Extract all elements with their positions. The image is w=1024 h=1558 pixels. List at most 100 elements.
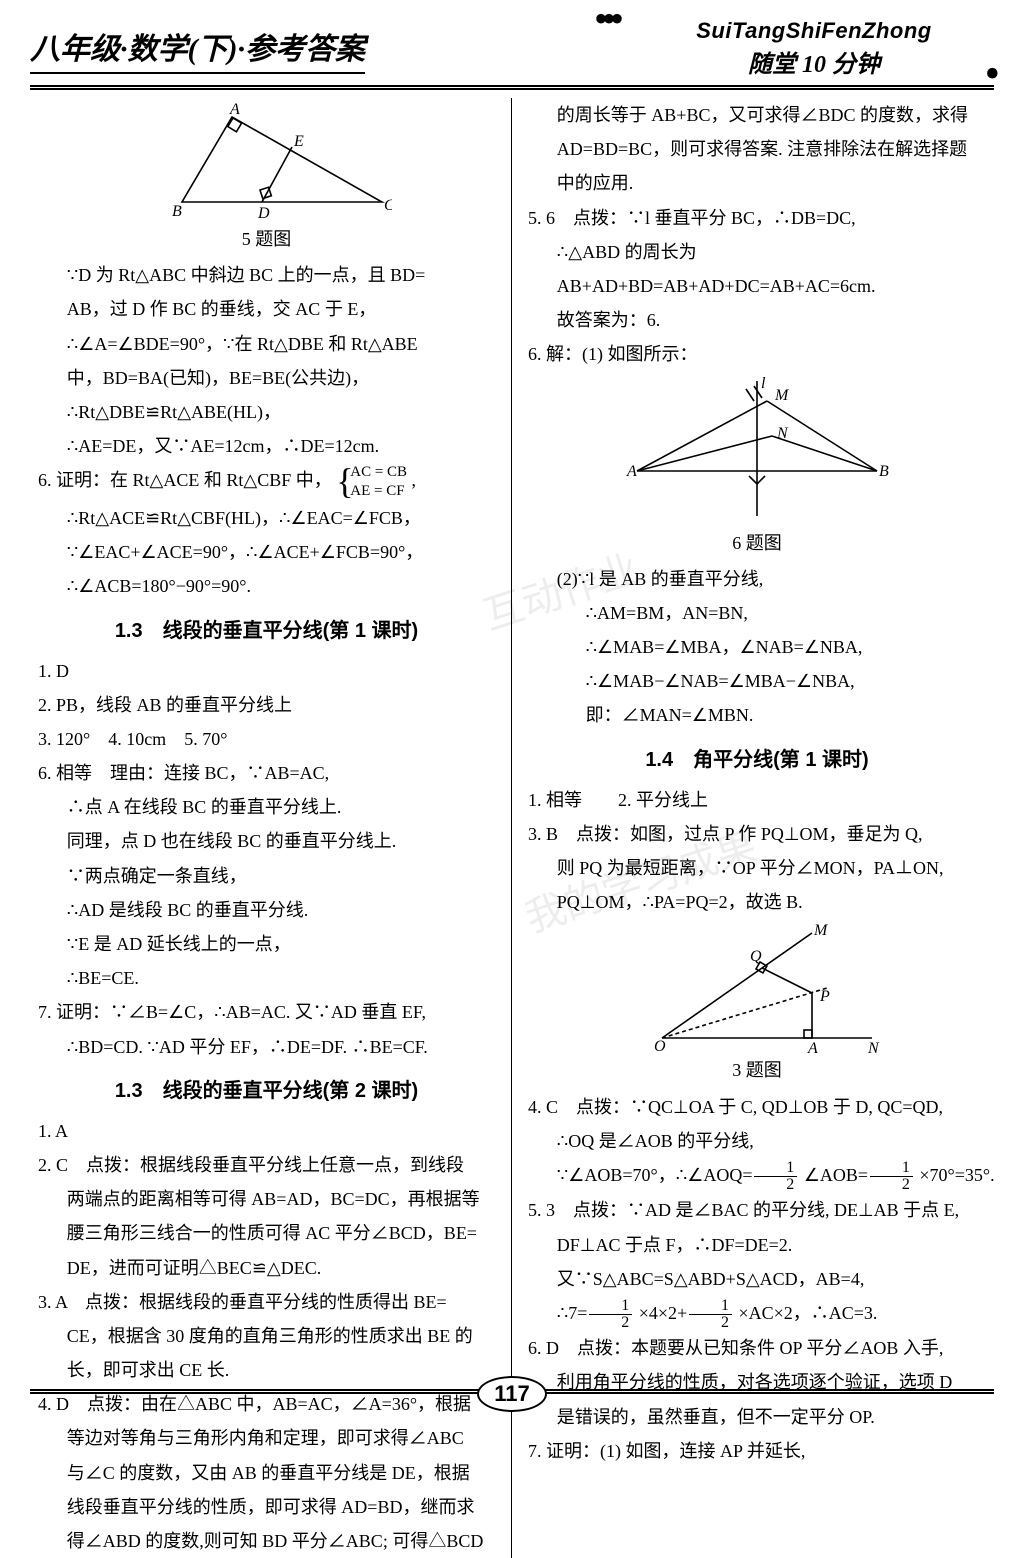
text-line: 中的应用. (528, 166, 986, 200)
answer-line: 3. 120° 4. 10cm 5. 70° (38, 722, 495, 756)
text-line: ∴BE=CE. (38, 961, 495, 995)
svg-text:A: A (626, 463, 637, 480)
text-line: 6. 解：(1) 如图所示： (528, 337, 986, 371)
text-line: 3. B 点拨：如图，过点 P 作 PQ⊥OM，垂足为 Q, (528, 817, 986, 851)
text-line: (2)∵l 是 AB 的垂直平分线, (528, 562, 986, 596)
figure-6: A B M N l 6 题图 (528, 376, 986, 560)
text-line: 6. 证明：在 Rt△ACE 和 Rt△CBF 中， AC = CBAE = C… (38, 463, 495, 501)
answer-line: 1. A (38, 1114, 495, 1148)
header-pinyin: SuiTangShiFenZhong (634, 18, 994, 44)
svg-text:A: A (229, 102, 240, 118)
svg-text:P: P (819, 988, 830, 1005)
figure-5-caption: 5 题图 (38, 222, 495, 256)
svg-text:M: M (774, 387, 790, 404)
text-line: ∵∠EAC+∠ACE=90°，∴∠ACE+∠FCB=90°， (38, 535, 495, 569)
page-number: 117 (477, 1376, 547, 1412)
header-title: 八年级·数学(下)·参考答案 (30, 24, 365, 74)
text-line: ∴AM=BM，AN=BN, (528, 596, 986, 630)
svg-text:E: E (293, 133, 304, 150)
text-line: ∴∠MAB=∠MBA，∠NAB=∠NBA, (528, 630, 986, 664)
header-subtitle: 随堂 10 分钟 (634, 44, 994, 79)
text-line: 4. C 点拨：∵QC⊥OA 于 C, QD⊥OB 于 D, QC=QD, (528, 1090, 986, 1124)
right-column: 的周长等于 AB+BC，又可求得∠BDC 的度数，求得 AD=BD=BC，则可求… (512, 98, 994, 1558)
text-line: 7. 证明：(1) 如图，连接 AP 并延长, (528, 1434, 986, 1468)
triangle-5-svg: A E B D C (142, 102, 392, 222)
header-logo-block: ••• SuiTangShiFenZhong 随堂 10 分钟 • (634, 18, 994, 79)
svg-text:N: N (867, 1040, 880, 1053)
text-line: AB+AD+BD=AB+AD+DC=AB+AC=6cm. (528, 269, 986, 303)
text-line: 故答案为：6. (528, 303, 986, 337)
text-line: ∴∠MAB−∠NAB=∠MBA−∠NBA, (528, 664, 986, 698)
text-line: 的周长等于 AB+BC，又可求得∠BDC 的度数，求得 (528, 98, 986, 132)
text-line: 3. A 点拨：根据线段的垂直平分线的性质得出 BE= (38, 1285, 495, 1319)
text-line: 中，BD=BA(已知)，BE=BE(公共边)， (38, 361, 495, 395)
text-line: ∴7=12 ×4×2+12 ×AC×2，∴AC=3. (528, 1296, 986, 1331)
decorative-dots: ••• (594, 10, 618, 28)
text-line: DF⊥AC 于点 F，∴DF=DE=2. (528, 1228, 986, 1262)
header-rule (30, 85, 994, 90)
text-line: 5. 6 点拨：∵l 垂直平分 BC，∴DB=DC, (528, 201, 986, 235)
text-line: DE，进而可证明△BEC≌△DEC. (38, 1251, 495, 1285)
figure-3: O A N M P Q 3 题图 (528, 923, 986, 1087)
decorative-dot: • (985, 65, 1000, 83)
text-line: 得∠ABD 的度数,则可知 BD 平分∠ABC; 可得△BCD (38, 1524, 495, 1558)
svg-text:M: M (813, 923, 829, 939)
text-line: ∵D 为 Rt△ABC 中斜边 BC 上的一点，且 BD= (38, 258, 495, 292)
text-line: 两端点的距离相等可得 AB=AD，BC=DC，再根据等 (38, 1182, 495, 1216)
figure-6-caption: 6 题图 (528, 526, 986, 560)
text-line: 腰三角形三线合一的性质可得 AC 平分∠BCD，BE= (38, 1216, 495, 1250)
text-line: 等边对等角与三角形内角和定理，即可求得∠ABC (38, 1421, 495, 1455)
answer-line: 1. 相等 2. 平分线上 (528, 783, 986, 817)
section-title: 1.3 线段的垂直平分线(第 2 课时) (38, 1072, 495, 1110)
triangle-6-svg: A B M N l (617, 376, 897, 526)
answer-line: 6. 相等 理由：连接 BC，∵AB=AC, (38, 756, 495, 790)
text-line: 又∵S△ABC=S△ABD+S△ACD，AB=4, (528, 1262, 986, 1296)
text-line: ∴△ABD 的周长为 (528, 235, 986, 269)
text-line: ∴BD=CD. ∵AD 平分 EF，∴DE=DF. ∴BE=CF. (38, 1030, 495, 1064)
text-line: 则 PQ 为最短距离，∵OP 平分∠MON，PA⊥ON, (528, 851, 986, 885)
figure-5: A E B D C 5 题图 (38, 102, 495, 256)
text-line: 同理，点 D 也在线段 BC 的垂直平分线上. (38, 824, 495, 858)
svg-text:A: A (807, 1040, 818, 1053)
text-line: AB，过 D 作 BC 的垂线，交 AC 于 E， (38, 292, 495, 326)
text-line: ∴AE=DE，又∵AE=12cm，∴DE=12cm. (38, 429, 495, 463)
text-line: 6. D 点拨：本题要从已知条件 OP 平分∠AOB 入手, (528, 1331, 986, 1365)
text-line: PQ⊥OM，∴PA=PQ=2，故选 B. (528, 885, 986, 919)
svg-text:C: C (384, 197, 392, 214)
text-line: 与∠C 的度数，又由 AB 的垂直平分线是 DE，根据 (38, 1456, 495, 1490)
text-line: ∴OQ 是∠AOB 的平分线, (528, 1124, 986, 1158)
svg-text:O: O (654, 1038, 666, 1053)
page-number-wrap: 117 (0, 1376, 1024, 1412)
text-line: ∴∠ACB=180°−90°=90°. (38, 569, 495, 603)
svg-text:Q: Q (750, 948, 762, 965)
text-line: ∵两点确定一条直线， (38, 859, 495, 893)
answer-line: 2. PB，线段 AB 的垂直平分线上 (38, 688, 495, 722)
svg-text:D: D (257, 205, 270, 222)
text-line: 5. 3 点拨：∵AD 是∠BAC 的平分线, DE⊥AB 于点 E, (528, 1193, 986, 1227)
text-line: ∵E 是 AD 延长线上的一点， (38, 927, 495, 961)
figure-3-caption: 3 题图 (528, 1053, 986, 1087)
text-line: ∴Rt△ACE≌Rt△CBF(HL)，∴∠EAC=∠FCB， (38, 501, 495, 535)
svg-text:N: N (776, 425, 789, 442)
text-line: ∴Rt△DBE≌Rt△ABE(HL)， (38, 395, 495, 429)
text-line: ∴点 A 在线段 BC 的垂直平分线上. (38, 790, 495, 824)
text-line: CE，根据含 30 度角的直角三角形的性质求出 BE 的 (38, 1319, 495, 1353)
svg-text:B: B (879, 463, 889, 480)
svg-text:B: B (172, 203, 182, 220)
content-columns: A E B D C 5 题图 ∵D 为 Rt△ABC 中斜边 BC 上的一点，且… (30, 98, 994, 1558)
text-line: ∵∠AOB=70°，∴∠AOQ=12 ∠AOB=12 ×70°=35°. (528, 1158, 986, 1193)
text-line: 线段垂直平分线的性质，即可求得 AD=BD，继而求 (38, 1490, 495, 1524)
svg-text:l: l (761, 376, 766, 392)
page-header: 八年级·数学(下)·参考答案 ••• SuiTangShiFenZhong 随堂… (30, 18, 994, 79)
answer-line: 1. D (38, 654, 495, 688)
text-line: 2. C 点拨：根据线段垂直平分线上任意一点，到线段 (38, 1148, 495, 1182)
text-line: 即：∠MAN=∠MBN. (528, 698, 986, 732)
section-title: 1.4 角平分线(第 1 课时) (528, 741, 986, 779)
text-line: AD=BD=BC，则可求得答案. 注意排除法在解选择题 (528, 132, 986, 166)
text-line: 7. 证明：∵∠B=∠C，∴AB=AC. 又∵AD 垂直 EF, (38, 995, 495, 1029)
text-line: ∴∠A=∠BDE=90°，∵在 Rt△DBE 和 Rt△ABE (38, 327, 495, 361)
section-title: 1.3 线段的垂直平分线(第 1 课时) (38, 612, 495, 650)
left-column: A E B D C 5 题图 ∵D 为 Rt△ABC 中斜边 BC 上的一点，且… (30, 98, 512, 1558)
text-line: ∴AD 是线段 BC 的垂直平分线. (38, 893, 495, 927)
angle-3-svg: O A N M P Q (632, 923, 882, 1053)
